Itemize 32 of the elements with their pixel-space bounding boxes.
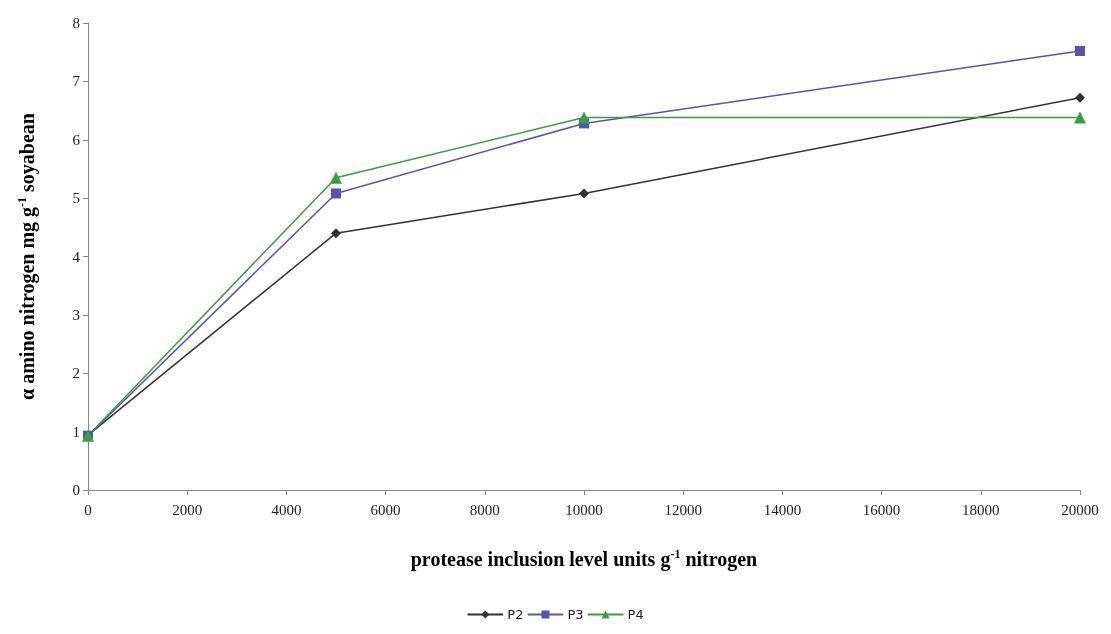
x-tick-label: 18000 [962, 501, 1000, 518]
point [578, 111, 590, 124]
y-tick-label: 2 [72, 365, 80, 382]
x-tick-label: 14000 [763, 501, 802, 518]
y-axis-title: α amino nitrogen mg g-1 soyabean [15, 113, 39, 400]
point [579, 188, 589, 199]
x-tick-label: 12000 [664, 501, 702, 518]
point [1075, 92, 1085, 103]
point [1074, 111, 1086, 124]
y-tick-label: 4 [72, 248, 81, 265]
point [331, 188, 341, 199]
y-tick-label: 3 [72, 306, 80, 323]
y-tick-label: 0 [72, 482, 80, 498]
y-tick-label: 8 [72, 15, 80, 31]
x-tick-label: 8000 [469, 501, 500, 518]
point [330, 171, 342, 184]
y-tick-label: 7 [72, 73, 81, 90]
y-tick-label: 5 [72, 190, 80, 207]
y-tick-label: 1 [72, 423, 80, 440]
legend-label: P4 [627, 607, 644, 622]
x-tick-label: 0 [84, 501, 92, 518]
x-tick-label: 6000 [370, 501, 401, 518]
x-tick-label: 10000 [565, 501, 603, 518]
y-tick-label: 6 [72, 131, 81, 148]
legend-label: P2 [507, 607, 524, 622]
point [331, 228, 341, 239]
x-tick-label: 4000 [271, 501, 302, 518]
x-tick-label: 20000 [1061, 501, 1099, 518]
x-tick-label: 16000 [862, 501, 901, 518]
legend-label: P3 [567, 607, 584, 622]
x-tick-label: 2000 [172, 501, 203, 518]
point [1075, 46, 1085, 57]
